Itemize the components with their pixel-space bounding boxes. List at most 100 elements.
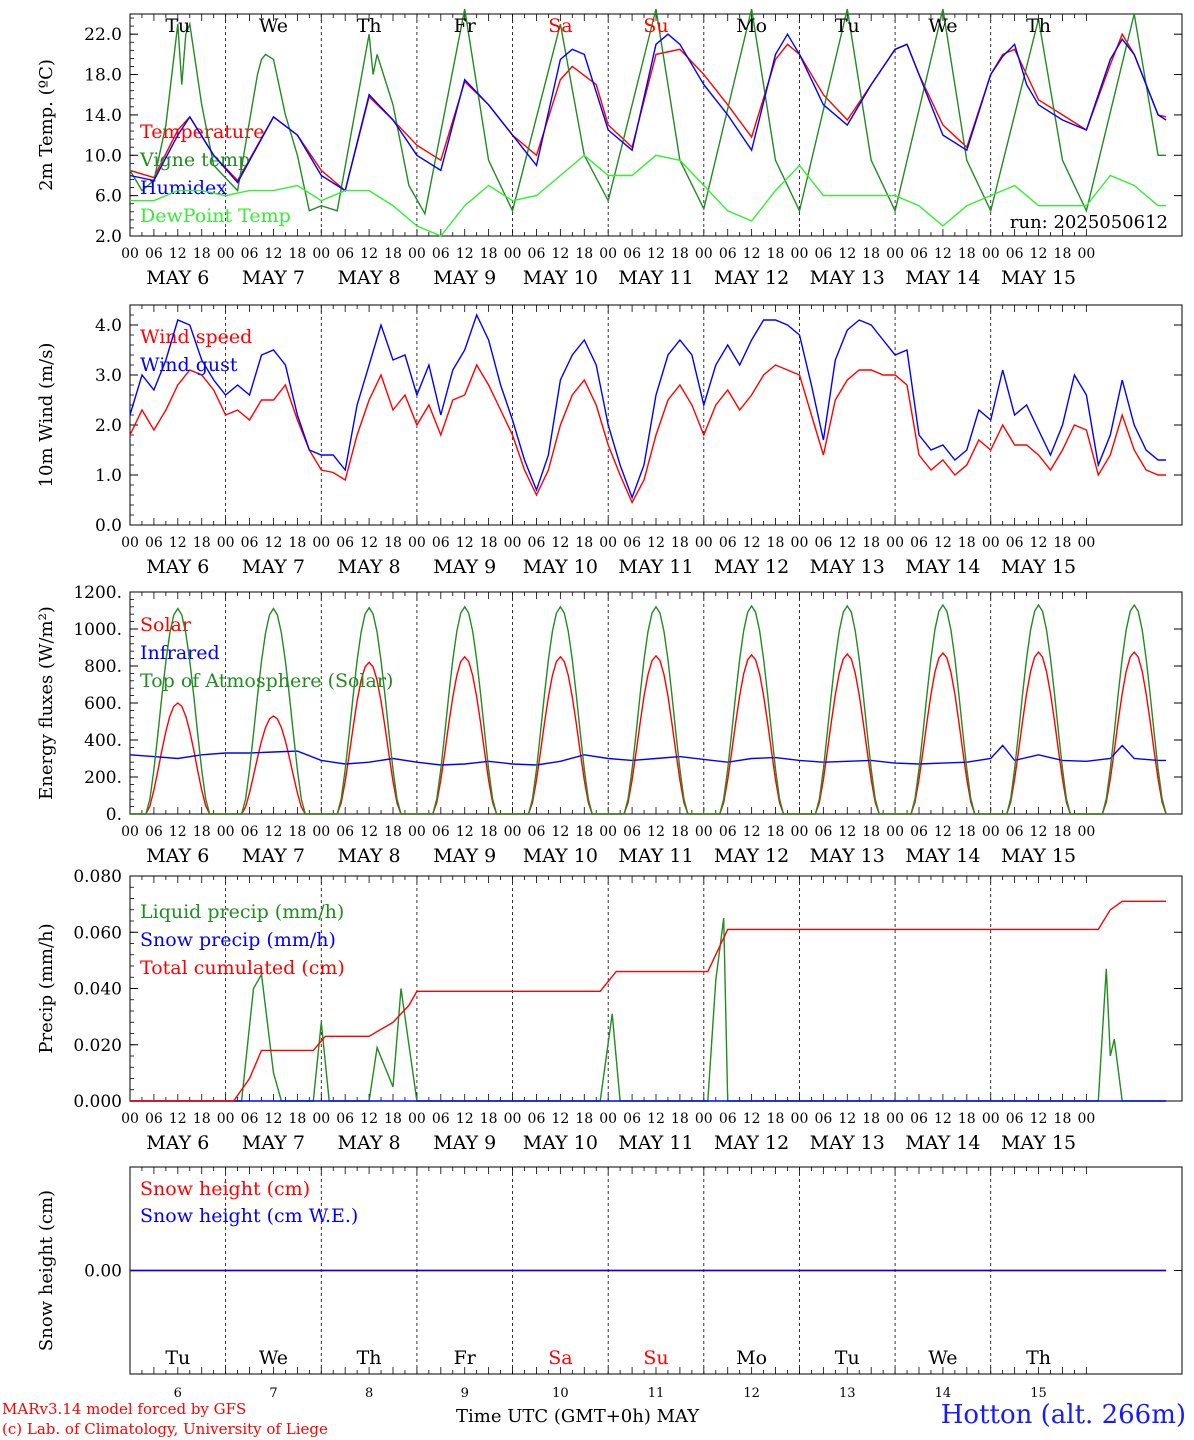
hour-label: 18 xyxy=(288,1111,306,1127)
hour-label: 18 xyxy=(480,1111,498,1127)
hour-label: 00 xyxy=(982,246,1000,262)
date-label: MAY 13 xyxy=(810,267,885,289)
hour-label: 06 xyxy=(145,246,163,262)
hour-label: 06 xyxy=(528,535,546,551)
date-label: MAY 9 xyxy=(433,1132,496,1154)
hour-label: 18 xyxy=(288,535,306,551)
hour-label: 18 xyxy=(480,246,498,262)
legend-entry: Humidex xyxy=(140,177,227,199)
hour-label: 00 xyxy=(886,824,904,840)
date-label: MAY 9 xyxy=(433,267,496,289)
panel-4: 0.000 0.020 0.040 0.060 0.080 Precip (mm/h) Li… xyxy=(36,867,1183,1154)
hour-label: 18 xyxy=(862,535,880,551)
y-tick-label: 0.0 xyxy=(95,516,122,536)
panel-2: 0.0 1.0 2.0 3.0 4.0 10m Wind (m/s) Wind speed W… xyxy=(36,304,1183,578)
series-line-top-of-atmosphere-solar- xyxy=(130,603,1167,815)
x-axis-title: Time UTC (GMT+0h) MAY xyxy=(456,1406,700,1427)
legend-entry: Snow height (cm W.E.) xyxy=(140,1205,358,1227)
hour-label: 00 xyxy=(312,1111,330,1127)
hour-label: 00 xyxy=(408,824,426,840)
hour-label: 06 xyxy=(814,824,832,840)
hour-label: 18 xyxy=(575,824,593,840)
hour-label: 12 xyxy=(1030,1111,1048,1127)
day-name-top: Th xyxy=(1026,15,1051,37)
hour-label: 06 xyxy=(528,1111,546,1127)
hour-label: 12 xyxy=(551,535,569,551)
hour-label: 18 xyxy=(384,246,402,262)
day-number: 6 xyxy=(174,1386,182,1401)
hour-label: 18 xyxy=(384,1111,402,1127)
day-name-bottom: Tu xyxy=(165,1347,190,1369)
hour-label: 18 xyxy=(575,1111,593,1127)
hour-label: 06 xyxy=(528,246,546,262)
day-name-top: Fr xyxy=(454,15,477,37)
hour-label: 12 xyxy=(647,1111,665,1127)
credit-model: MARv3.14 model forced by GFS xyxy=(2,1400,247,1418)
date-label: MAY 14 xyxy=(905,556,980,578)
date-label: MAY 11 xyxy=(618,556,693,578)
day-number: 7 xyxy=(269,1386,277,1401)
hour-label: 06 xyxy=(336,535,354,551)
legend-entry: Vigne temp xyxy=(139,149,250,171)
date-label: MAY 15 xyxy=(1001,1132,1076,1154)
date-label: MAY 6 xyxy=(146,1132,209,1154)
day-number: 10 xyxy=(552,1386,569,1401)
hour-label: 00 xyxy=(599,824,617,840)
date-label: MAY 7 xyxy=(242,845,305,867)
hour-label: 06 xyxy=(719,1111,737,1127)
credit-lab: (c) Lab. of Climatology, University of L… xyxy=(2,1420,328,1438)
day-number: 9 xyxy=(461,1386,469,1401)
hour-label: 12 xyxy=(265,246,283,262)
date-label: MAY 8 xyxy=(338,267,401,289)
hour-label: 06 xyxy=(432,246,450,262)
hour-label: 18 xyxy=(671,1111,689,1127)
hour-label: 06 xyxy=(623,824,641,840)
hour-label: 06 xyxy=(241,535,259,551)
series-line-wind-gust xyxy=(129,313,1167,500)
hour-label: 00 xyxy=(504,824,522,840)
hour-label: 12 xyxy=(456,824,474,840)
date-label: MAY 8 xyxy=(338,1132,401,1154)
hour-label: 00 xyxy=(599,535,617,551)
series-line-wind-speed xyxy=(129,363,1167,505)
date-label: MAY 6 xyxy=(146,556,209,578)
hour-label: 12 xyxy=(456,1111,474,1127)
date-label: MAY 12 xyxy=(714,845,789,867)
hour-label: 12 xyxy=(360,1111,378,1127)
hour-label: 06 xyxy=(1006,1111,1024,1127)
hour-label: 00 xyxy=(408,535,426,551)
hour-label: 06 xyxy=(623,535,641,551)
hour-label: 12 xyxy=(743,1111,761,1127)
day-name-bottom: We xyxy=(259,1347,288,1369)
hour-label: 12 xyxy=(934,824,952,840)
hour-label: 06 xyxy=(241,1111,259,1127)
hour-label: 00 xyxy=(886,1111,904,1127)
station-name: Hotton (alt. 266m) xyxy=(940,1400,1186,1430)
hour-label: 12 xyxy=(265,535,283,551)
panel-5: 0.00 Snow height (cm) Snow height (cm) Snow… xyxy=(36,1166,1183,1375)
hour-label: 12 xyxy=(360,246,378,262)
hour-label: 18 xyxy=(193,535,211,551)
day-name-bottom: Tu xyxy=(835,1347,860,1369)
hour-label: 00 xyxy=(982,1111,1000,1127)
y-tick-label: 18.0 xyxy=(84,66,122,86)
hour-label: 06 xyxy=(910,824,928,840)
hour-label: 00 xyxy=(408,246,426,262)
hour-label: 06 xyxy=(719,246,737,262)
hour-label: 06 xyxy=(1006,824,1024,840)
hour-label: 18 xyxy=(1054,1111,1072,1127)
y-tick-label: 22.0 xyxy=(84,25,122,45)
date-label: MAY 13 xyxy=(810,1132,885,1154)
y-tick-label: 600. xyxy=(84,694,122,714)
date-label: MAY 15 xyxy=(1001,267,1076,289)
hour-label: 00 xyxy=(695,824,713,840)
hour-label: 12 xyxy=(934,535,952,551)
hour-label: 00 xyxy=(1077,824,1095,840)
y-axis-label: Energy fluxes (W/m²) xyxy=(36,606,57,800)
hour-label: 12 xyxy=(169,824,187,840)
hour-label: 00 xyxy=(886,246,904,262)
hour-label: 00 xyxy=(1077,1111,1095,1127)
hour-label: 12 xyxy=(934,246,952,262)
y-tick-label: 1000. xyxy=(73,620,122,640)
